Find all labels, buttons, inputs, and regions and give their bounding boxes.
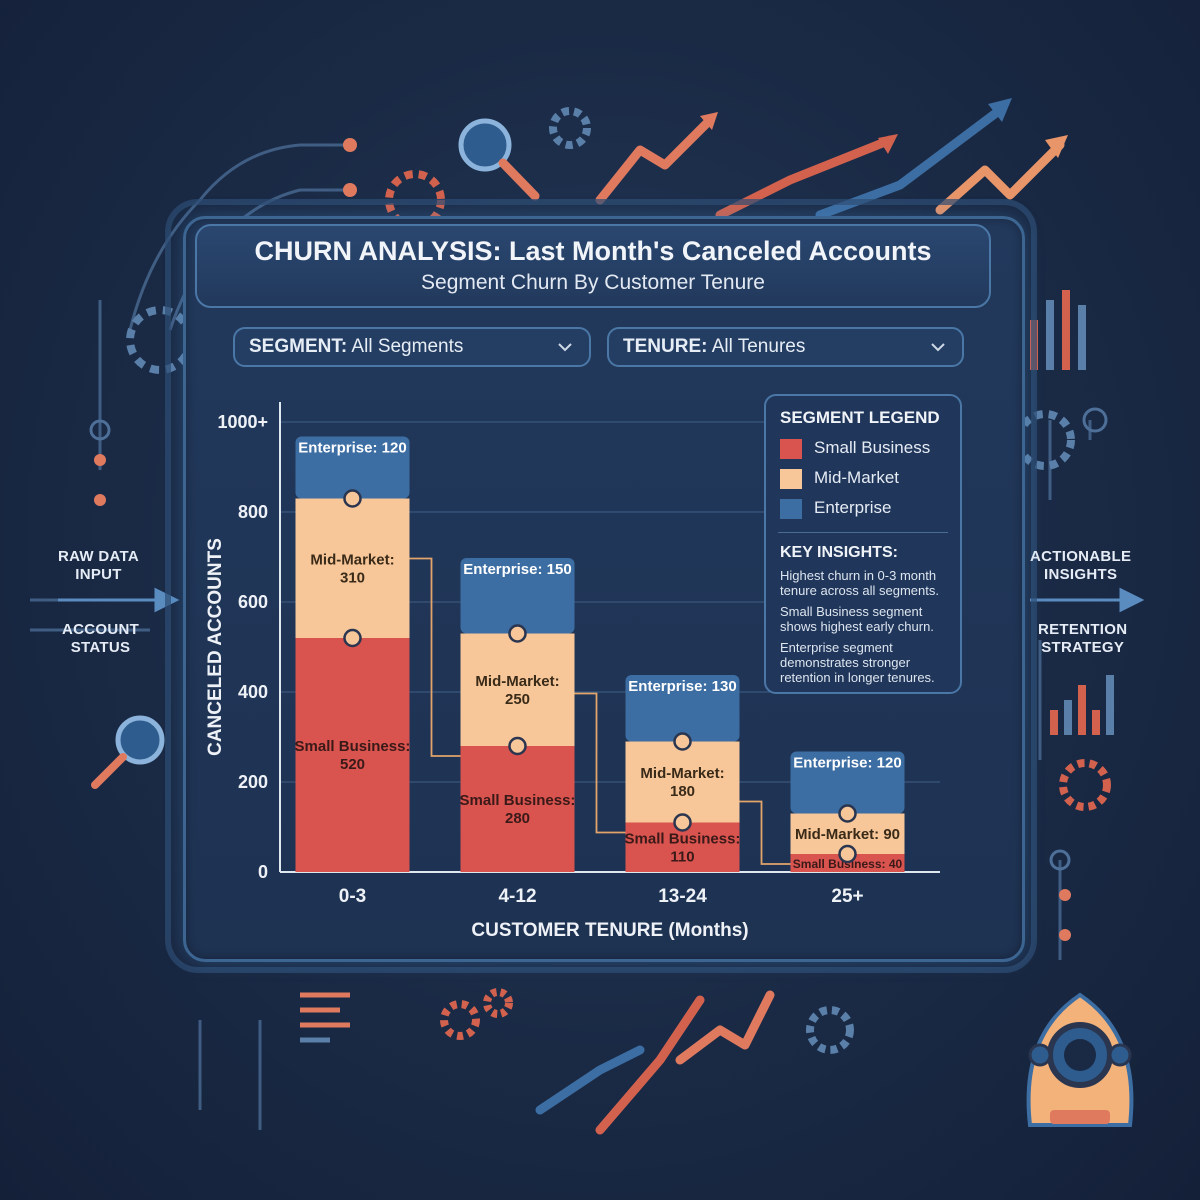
connector-line <box>574 692 626 834</box>
x-tick-label: 25+ <box>831 886 863 907</box>
connector-line <box>409 557 461 757</box>
tenure-dropdown-label: TENURE: <box>623 336 708 357</box>
y-tick-label: 1000+ <box>217 412 268 432</box>
bar-segment <box>790 751 905 814</box>
y-axis-title: CANCELED ACCOUNTS <box>205 538 226 756</box>
data-label: Enterprise: 120 <box>793 755 901 772</box>
segment-marker <box>343 628 362 648</box>
segment-dropdown-label: SEGMENT: <box>249 336 348 357</box>
tenure-dropdown[interactable]: TENURE: All Tenures <box>607 327 964 367</box>
data-label: Small Business: 280 <box>460 792 576 827</box>
actionable-insights-label: ACTIONABLE INSIGHTS <box>1030 548 1132 583</box>
legend-item-small-business: Small Business <box>780 438 930 459</box>
bar-segment <box>460 633 575 746</box>
chevron-down-icon <box>931 343 945 352</box>
data-label: Mid-Market: 310 <box>310 551 394 586</box>
raw-data-input-label: RAW DATA INPUT <box>58 548 139 583</box>
data-label: Mid-Market: 90 <box>795 826 900 843</box>
scuba-dev-logo <box>1026 992 1134 1127</box>
legend-swatch <box>780 468 802 489</box>
chart-subtitle: Segment Churn By Customer Tenure <box>421 271 765 294</box>
data-label: Small Business: 520 <box>295 738 411 773</box>
legend-item-enterprise: Enterprise <box>780 498 891 519</box>
insight-3: Enterprise segment demonstrates stronger… <box>780 640 935 685</box>
legend-item-label: Small Business <box>814 438 931 457</box>
data-label: Enterprise: 130 <box>628 678 736 695</box>
segment-dropdown[interactable]: SEGMENT: All Segments <box>233 327 591 367</box>
y-tick-label: 0 <box>258 862 268 882</box>
segment-marker <box>508 736 527 756</box>
tenure-dropdown-value: All Tenures <box>711 336 806 357</box>
bar-segment <box>295 436 410 499</box>
key-insights-title: KEY INSIGHTS: <box>780 544 898 561</box>
legend-item-label: Mid-Market <box>814 468 900 487</box>
chart-title: CHURN ANALYSIS: Last Month's Canceled Ac… <box>254 236 932 266</box>
legend-title: SEGMENT LEGEND <box>780 408 940 427</box>
y-tick-label: 400 <box>238 682 268 702</box>
y-tick-label: 800 <box>238 502 268 522</box>
data-label: Mid-Market: 250 <box>475 673 559 708</box>
data-label: Enterprise: 150 <box>463 561 571 578</box>
stacked-bar-chart: 0 200 400 600 800 1000+ Small Business: 520 Mid-… <box>205 402 940 941</box>
insight-1: Highest churn in 0-3 month tenure across… <box>780 568 939 598</box>
connector-line <box>739 800 791 865</box>
bar-segment <box>295 638 410 872</box>
data-label: Small Business: 110 <box>625 830 741 865</box>
segment-marker <box>838 844 857 864</box>
x-tick-label: 4-12 <box>498 886 536 907</box>
insight-2: Small Business segment shows highest ear… <box>780 604 934 634</box>
chevron-down-icon <box>558 343 572 352</box>
segment-marker <box>673 732 692 751</box>
bar-segment <box>460 558 575 634</box>
legend-item-label: Enterprise <box>814 498 892 517</box>
y-tick-label: 600 <box>238 592 268 612</box>
segment-dropdown-value: All Segments <box>351 336 464 357</box>
legend-swatch <box>780 498 802 519</box>
legend-divider <box>778 532 948 533</box>
data-label: Mid-Market: 180 <box>640 765 724 800</box>
bar-segment <box>625 675 740 742</box>
segment-marker <box>343 489 362 508</box>
title-box: CHURN ANALYSIS: Last Month's Canceled Ac… <box>195 224 991 308</box>
x-tick-label: 13-24 <box>658 886 707 907</box>
legend-item-mid-market: Mid-Market <box>780 468 899 489</box>
account-status-label: ACCOUNT STATUS <box>62 621 140 656</box>
bar-segment <box>460 746 575 872</box>
x-tick-label: 0-3 <box>339 886 366 907</box>
legend-swatch <box>780 438 802 459</box>
data-label: Small Business: 40 <box>793 857 903 871</box>
segment-marker <box>838 804 857 823</box>
segment-marker <box>508 624 527 643</box>
segment-marker <box>673 813 692 832</box>
bar-segment <box>625 741 740 823</box>
segment-legend: SEGMENT LEGEND Small Business Mid-Market… <box>764 394 962 694</box>
data-label: Enterprise: 120 <box>298 440 406 457</box>
y-tick-label: 200 <box>238 772 268 792</box>
x-axis-title: CUSTOMER TENURE (Months) <box>471 920 748 941</box>
bar-segment <box>295 498 410 638</box>
retention-strategy-label: RETENTION STRATEGY <box>1038 621 1128 656</box>
